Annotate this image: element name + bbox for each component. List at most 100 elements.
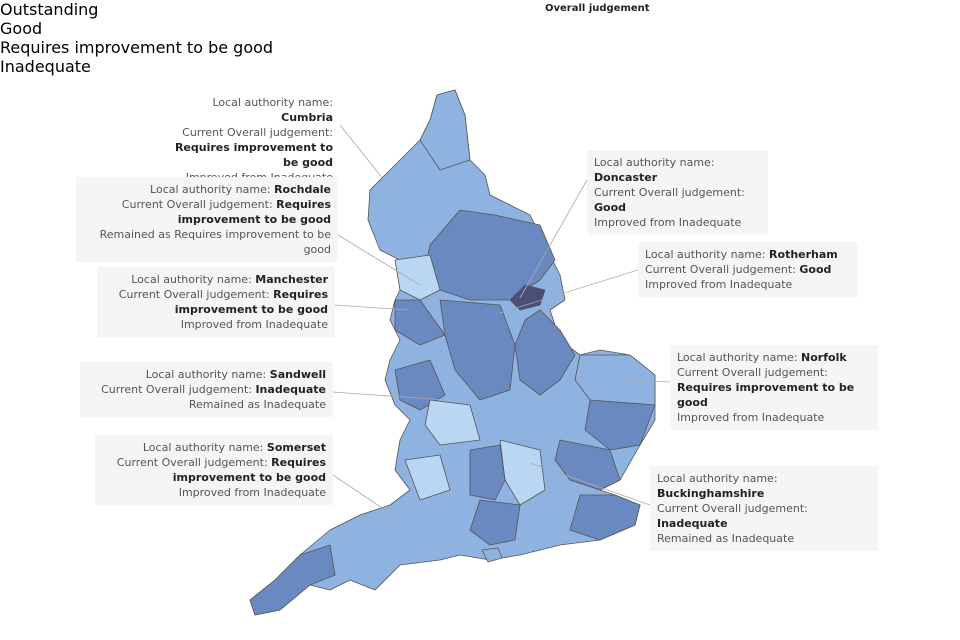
name-label: Local authority name: xyxy=(131,273,252,286)
judgement-label: Current Overall judgement: xyxy=(121,198,273,211)
judgement-label: Current Overall judgement: xyxy=(645,263,796,276)
legend-title: Overall judgement xyxy=(545,3,650,14)
judgement-label: Current Overall judgement: xyxy=(594,186,745,199)
annotation-name-line: Local authority name: Sandwell xyxy=(87,367,326,382)
judgement-label: Current Overall judgement: xyxy=(101,383,252,396)
legend-item: Requires improvement to be good xyxy=(0,38,960,57)
annotation: Local authority name: Rochdale Current Ov… xyxy=(76,177,338,262)
name-label: Local authority name: xyxy=(150,183,271,196)
annotation-judgement-line: Current Overall judgement: Inadequate xyxy=(657,501,871,531)
annotation: Local authority name: Somerset Current Ov… xyxy=(95,435,333,505)
leader-line xyxy=(334,304,409,311)
region xyxy=(514,309,576,396)
authority-name: Doncaster xyxy=(594,171,658,184)
annotation-judgement-line: Current Overall judgement: Inadequate xyxy=(87,382,326,397)
annotation: Local authority name: Manchester Current … xyxy=(97,267,335,337)
region xyxy=(249,544,336,616)
region xyxy=(569,494,641,541)
annotation-name-line: Local authority name: Manchester xyxy=(104,272,328,287)
region xyxy=(481,547,503,563)
change-status: Improved from Inadequate xyxy=(594,216,742,229)
judgement: Inadequate xyxy=(657,517,728,530)
annotation-judgement-line: Current Overall judgement: Good xyxy=(645,262,851,277)
change-status: Improved from Inadequate xyxy=(178,486,326,499)
authority-name: Norfolk xyxy=(801,351,847,364)
annotation-name-line: Local authority name: Somerset xyxy=(102,440,326,455)
annotation: Local authority name: Sandwell Current Ov… xyxy=(80,362,333,417)
annotation-name-line: Local authority name: Cumbria xyxy=(167,95,333,125)
name-label: Local authority name: xyxy=(594,156,715,169)
annotation: Local authority name: Norfolk Current Ove… xyxy=(670,345,878,430)
judgement-label: Current Overall judgement: xyxy=(677,366,828,379)
annotation-name-line: Local authority name: Buckinghamshire xyxy=(657,471,871,501)
leader-line xyxy=(332,391,446,401)
annotation-judgement-line: Current Overall judgement: Requires impr… xyxy=(83,197,331,227)
change-status: Improved from Inadequate xyxy=(645,278,793,291)
authority-name: Manchester xyxy=(255,273,328,286)
name-label: Local authority name: xyxy=(145,368,267,381)
annotation: Local authority name: Buckinghamshire Cur… xyxy=(650,466,878,551)
change-status: Improved from Inadequate xyxy=(677,411,825,424)
region xyxy=(424,399,481,446)
judgement: Good xyxy=(799,263,832,276)
authority-name: Somerset xyxy=(266,441,326,454)
judgement-label: Current Overall judgement: xyxy=(657,502,808,515)
leader-line xyxy=(519,179,588,299)
change-status: Remained as Requires improvement to be g… xyxy=(99,228,331,256)
region xyxy=(394,299,446,346)
annotation-judgement-line: Current Overall judgement: Requires impr… xyxy=(104,287,328,317)
authority-name: Buckinghamshire xyxy=(657,487,765,500)
annotation: Local authority name: Doncaster Current O… xyxy=(587,150,768,235)
judgement: Requires improvement to be good xyxy=(172,456,326,484)
region xyxy=(469,499,521,546)
judgement-label: Current Overall judgement: xyxy=(118,288,270,301)
leader-line xyxy=(499,269,639,314)
region xyxy=(509,284,546,311)
authority-name: Sandwell xyxy=(269,368,326,381)
region xyxy=(439,299,516,401)
authority-name: Rochdale xyxy=(274,183,331,196)
judgement: Requires improvement to be good xyxy=(174,141,333,169)
judgement: Requires improvement to be good xyxy=(174,288,328,316)
legend-label: Good xyxy=(0,19,43,38)
leader-line xyxy=(332,474,401,521)
region xyxy=(469,444,506,501)
name-label: Local authority name: xyxy=(212,96,333,109)
authority-name: Rotherham xyxy=(769,248,838,261)
leader-line xyxy=(624,379,671,383)
region xyxy=(419,89,471,171)
change-status: Remained as Inadequate xyxy=(657,532,795,545)
legend-item: Outstanding xyxy=(0,0,960,19)
name-label: Local authority name: xyxy=(657,472,778,485)
name-label: Local authority name: xyxy=(645,248,766,261)
judgement-label: Current Overall judgement: xyxy=(182,126,333,139)
judgement: Requires improvement to be good xyxy=(177,198,331,226)
authority-name: Cumbria xyxy=(281,111,333,124)
annotation-judgement-line: Current Overall judgement: Requires impr… xyxy=(102,455,326,485)
judgement: Good xyxy=(594,201,627,214)
change-status: Remained as Inadequate xyxy=(188,398,326,411)
region xyxy=(584,399,656,451)
leader-line xyxy=(529,462,651,506)
judgement: Inadequate xyxy=(255,383,326,396)
annotation-judgement-line: Current Overall judgement: Good xyxy=(594,185,761,215)
change-status: Improved from Inadequate xyxy=(180,318,328,331)
name-label: Local authority name: xyxy=(677,351,798,364)
annotation-name-line: Local authority name: Rotherham xyxy=(645,247,851,262)
annotation-name-line: Local authority name: Norfolk xyxy=(677,350,871,365)
legend-label: Requires improvement to be good xyxy=(0,38,274,57)
legend-label: Outstanding xyxy=(0,0,99,19)
legend-label: Inadequate xyxy=(0,57,91,76)
leader-line xyxy=(337,234,421,286)
region xyxy=(404,454,451,501)
annotation-judgement-line: Current Overall judgement: Requires impr… xyxy=(677,365,871,410)
region xyxy=(394,254,441,301)
annotation-name-line: Local authority name: Rochdale xyxy=(83,182,331,197)
annotation-judgement-line: Current Overall judgement: Requires impr… xyxy=(167,125,333,170)
legend-item: Inadequate xyxy=(0,57,960,76)
leader-lines xyxy=(332,124,671,521)
judgement: Requires improvement to be good xyxy=(677,381,855,409)
judgement-label: Current Overall judgement: xyxy=(116,456,268,469)
